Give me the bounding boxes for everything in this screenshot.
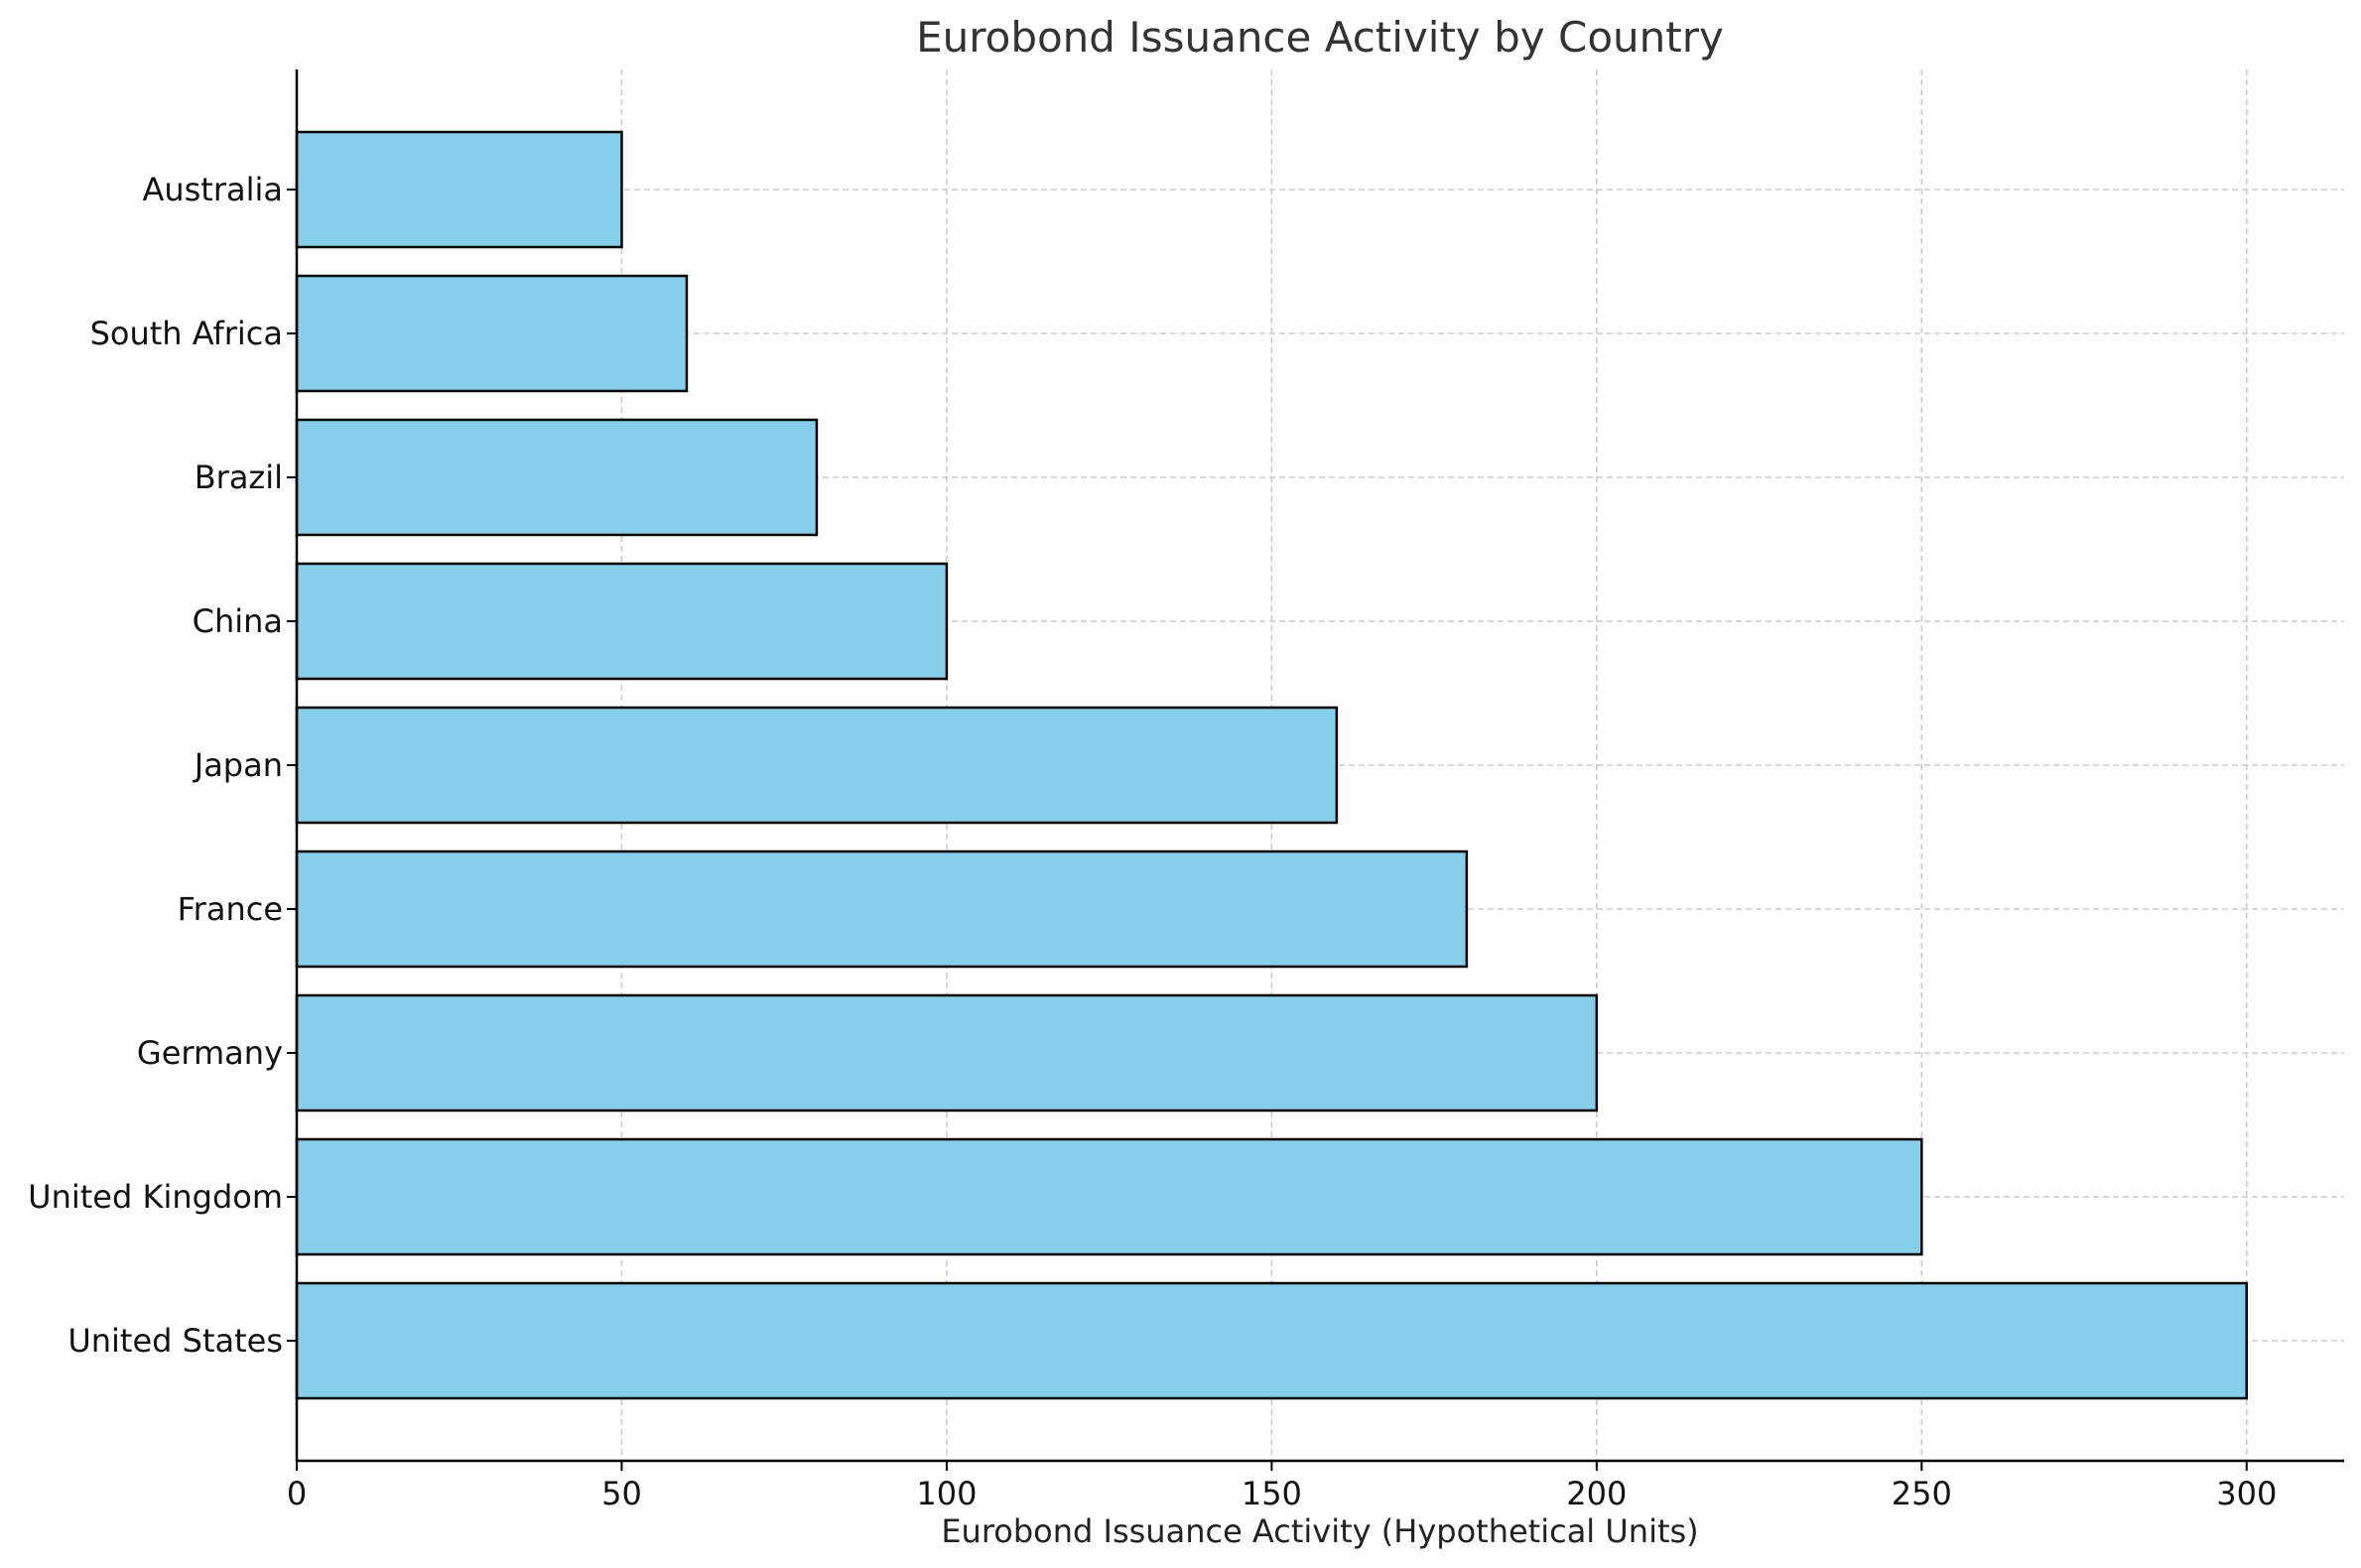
y-tick-label: France	[178, 890, 283, 928]
y-tick-label: China	[193, 602, 283, 640]
chart-title: Eurobond Issuance Activity by Country	[916, 13, 1724, 62]
x-tick-label: 250	[1892, 1475, 1952, 1512]
bar-south-africa	[295, 274, 689, 393]
bar-brazil	[295, 418, 819, 537]
bar-united-states	[295, 1281, 2249, 1400]
x-tick-label: 300	[2216, 1475, 2277, 1512]
y-tick-label: United States	[67, 1322, 283, 1360]
bar-united-kingdom	[295, 1137, 1923, 1256]
x-tick-label: 0	[287, 1475, 307, 1512]
x-tick-label: 50	[601, 1475, 642, 1512]
x-tick-label: 200	[1566, 1475, 1627, 1512]
x-axis-ticks: 0 50 100 150 200 250 300	[287, 1461, 2277, 1512]
y-tick-label: Australia	[142, 171, 283, 208]
bar-france	[295, 849, 1469, 969]
x-tick-label: 150	[1242, 1475, 1302, 1512]
x-axis-label: Eurobond Issuance Activity (Hypothetical…	[941, 1512, 1698, 1550]
bar-japan	[295, 706, 1339, 825]
x-tick-label: 100	[916, 1475, 977, 1512]
bar-australia	[295, 130, 623, 249]
y-tick-label: South Africa	[90, 315, 283, 352]
y-tick-label: Japan	[193, 746, 283, 784]
bar-china	[295, 562, 949, 681]
y-tick-label: Germany	[137, 1034, 283, 1072]
y-axis-ticks: United States United Kingdom Germany France…	[28, 171, 297, 1360]
bars	[295, 130, 2249, 1400]
y-tick-label: United Kingdom	[28, 1178, 283, 1216]
bar-germany	[295, 993, 1599, 1112]
y-tick-label: Brazil	[195, 458, 283, 496]
